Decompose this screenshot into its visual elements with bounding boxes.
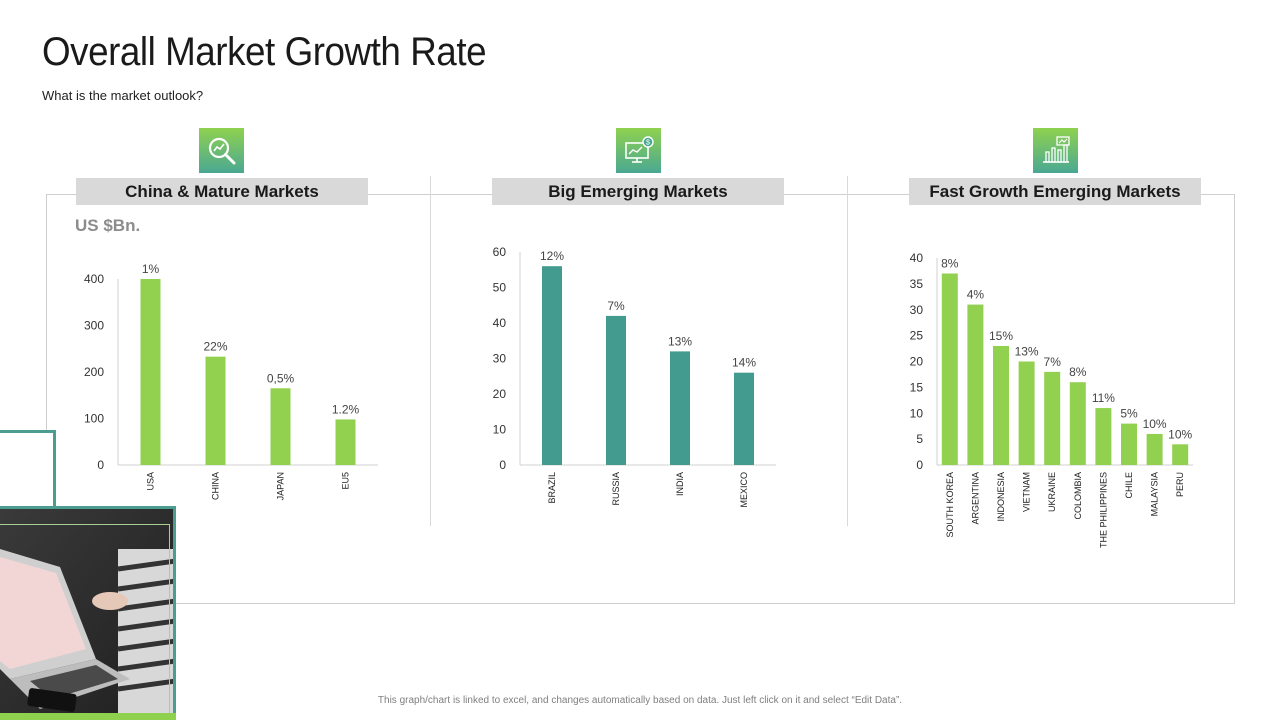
data-label: 14% xyxy=(732,356,756,370)
panel-header-fast-growth: Fast Growth Emerging Markets xyxy=(909,178,1201,205)
data-label: 10% xyxy=(1168,427,1192,441)
bar[interactable] xyxy=(1095,408,1112,465)
data-label: 13% xyxy=(1015,345,1039,359)
bar[interactable] xyxy=(734,372,754,465)
data-label: 15% xyxy=(989,329,1013,343)
y-tick-label: 200 xyxy=(84,365,104,379)
y-tick-label: 20 xyxy=(493,387,507,401)
data-label: 12% xyxy=(540,249,564,263)
y-tick-label: 0 xyxy=(916,458,923,472)
y-tick-label: 15 xyxy=(910,380,924,394)
decor-green-strip xyxy=(0,713,176,720)
x-tick-label: PERU xyxy=(1175,472,1185,497)
magnifier-chart-icon xyxy=(199,128,244,173)
x-tick-label: VIETNAM xyxy=(1022,472,1032,512)
y-tick-label: 40 xyxy=(493,316,507,330)
panel-header-big-emerging: Big Emerging Markets xyxy=(492,178,784,205)
y-tick-label: 40 xyxy=(910,251,924,265)
y-tick-label: 35 xyxy=(910,277,924,291)
y-tick-label: 300 xyxy=(84,319,104,333)
data-label: 5% xyxy=(1120,407,1138,421)
bar[interactable] xyxy=(1172,444,1189,465)
data-label: 4% xyxy=(967,288,985,302)
y-tick-label: 5 xyxy=(916,432,923,446)
panel-divider xyxy=(847,176,848,526)
bar[interactable] xyxy=(205,356,226,465)
bar[interactable] xyxy=(1018,361,1035,466)
data-label: 8% xyxy=(941,257,959,271)
chart-fast-growth-markets[interactable]: 0 5 10 15 20 25 30 35 40 8% SOUTH KOREA 4% ARGENTINA… xyxy=(895,240,1205,560)
x-tick-label: BRAZIL xyxy=(547,472,557,504)
y-tick-label: 30 xyxy=(493,352,507,366)
y-tick-label: 0 xyxy=(499,458,506,472)
x-tick-label: COLOMBIA xyxy=(1073,472,1083,520)
page-title: Overall Market Growth Rate xyxy=(42,30,487,74)
bar[interactable] xyxy=(967,304,984,465)
bar[interactable] xyxy=(670,351,690,465)
data-label: 11% xyxy=(1092,391,1115,405)
bar[interactable] xyxy=(1121,423,1137,465)
bar[interactable] xyxy=(270,388,291,465)
y-tick-label: 100 xyxy=(84,412,104,426)
svg-text:$: $ xyxy=(646,139,650,146)
bar-chart-trend-icon xyxy=(1033,128,1078,173)
data-label: 13% xyxy=(668,334,692,348)
bar[interactable] xyxy=(1146,433,1163,465)
bar[interactable] xyxy=(606,315,626,465)
x-tick-label: CHINA xyxy=(211,472,221,500)
y-tick-label: 25 xyxy=(910,329,924,343)
monitor-dollar-icon: $ xyxy=(616,128,661,173)
x-tick-label: MALAYSIA xyxy=(1150,472,1160,516)
x-tick-label: UKRAINE xyxy=(1047,472,1057,512)
y-tick-label: 20 xyxy=(910,355,924,369)
x-tick-label: CHILE xyxy=(1124,472,1134,499)
footnote: This graph/chart is linked to excel, and… xyxy=(377,695,903,706)
panel-header-mature: China & Mature Markets xyxy=(76,178,368,205)
x-tick-label: SOUTH KOREA xyxy=(945,472,955,538)
bar[interactable] xyxy=(993,345,1009,465)
panel-divider xyxy=(430,176,431,526)
x-tick-label: INDIA xyxy=(675,472,685,496)
y-tick-label: 30 xyxy=(910,303,924,317)
x-tick-label: INDONESIA xyxy=(996,472,1006,522)
bar[interactable] xyxy=(941,273,958,465)
chart-mature-markets[interactable]: 0 100 200 300 400 1% USA 22% CHINA 0,5% JAPAN 1.2% E… xyxy=(70,240,390,530)
data-label: 1% xyxy=(142,262,160,276)
y-tick-label: 0 xyxy=(97,458,104,472)
data-label: 22% xyxy=(203,340,227,354)
data-label: 0,5% xyxy=(267,371,295,385)
page-subtitle: What is the market outlook? xyxy=(42,88,204,103)
bar[interactable] xyxy=(542,266,562,465)
data-label: 8% xyxy=(1069,365,1087,379)
y-tick-label: 400 xyxy=(84,272,104,286)
unit-label: US $Bn. xyxy=(75,216,141,235)
bar[interactable] xyxy=(335,419,356,465)
x-tick-label: EU5 xyxy=(341,472,351,490)
data-label: 10% xyxy=(1143,417,1167,431)
data-label: 7% xyxy=(1044,355,1062,369)
y-tick-label: 50 xyxy=(493,281,507,295)
data-label: 1.2% xyxy=(332,402,360,416)
y-tick-label: 60 xyxy=(493,245,507,259)
x-tick-label: THE PHILIPPINES xyxy=(1098,472,1108,548)
x-tick-label: JAPAN xyxy=(276,472,286,500)
y-tick-label: 10 xyxy=(493,423,507,437)
laptop-photo xyxy=(0,506,176,720)
x-tick-label: RUSSIA xyxy=(611,472,621,506)
bar[interactable] xyxy=(1069,382,1086,465)
x-tick-label: MEXICO xyxy=(739,472,749,508)
x-tick-label: ARGENTINA xyxy=(970,472,980,525)
bar[interactable] xyxy=(1044,371,1061,465)
y-tick-label: 10 xyxy=(910,406,924,420)
bar[interactable] xyxy=(140,279,161,465)
data-label: 7% xyxy=(607,299,625,313)
x-tick-label: USA xyxy=(146,472,156,491)
chart-big-emerging-markets[interactable]: 0 10 20 30 40 50 60 12% BRAZIL 7% RUSSIA 13% INDIA 14… xyxy=(480,240,790,530)
